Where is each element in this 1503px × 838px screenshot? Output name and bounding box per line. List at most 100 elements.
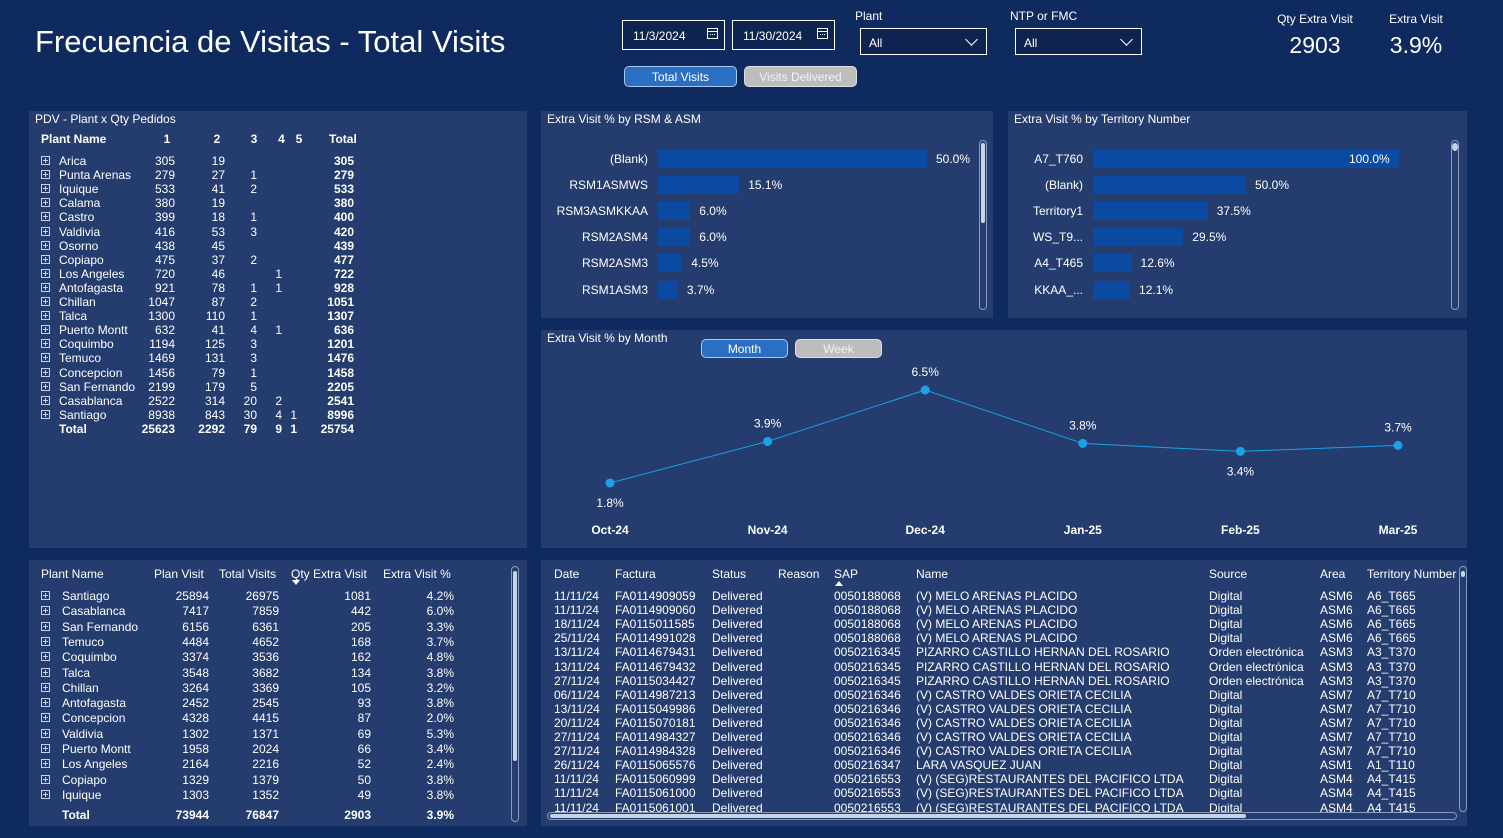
expand-icon[interactable] bbox=[41, 409, 50, 419]
table-row[interactable]: Concepcion 4328 4415 87 2.0% bbox=[29, 711, 499, 725]
expand-icon[interactable] bbox=[41, 170, 50, 180]
bar[interactable] bbox=[1093, 150, 1399, 168]
table-row[interactable]: Copiapo 475 37 2 477 bbox=[29, 253, 369, 267]
expand-icon[interactable] bbox=[41, 636, 50, 646]
table-row[interactable]: Talca 1300 110 1 1307 bbox=[29, 309, 369, 323]
column-header[interactable]: Plan Visit bbox=[154, 567, 204, 581]
column-header[interactable]: Total bbox=[329, 132, 357, 146]
scrollbar-thumb[interactable] bbox=[513, 571, 517, 761]
expand-icon[interactable] bbox=[41, 652, 50, 662]
column-header[interactable]: Status bbox=[712, 567, 747, 581]
visits-delivered-toggle[interactable]: Visits Delivered bbox=[744, 66, 857, 87]
table-row[interactable]: Coquimbo 3374 3536 162 4.8% bbox=[29, 650, 499, 664]
table-row[interactable]: Valdivia 416 53 3 420 bbox=[29, 225, 369, 239]
table-row[interactable]: Temuco 1469 131 3 1476 bbox=[29, 351, 369, 365]
expand-icon[interactable] bbox=[41, 621, 50, 631]
data-point[interactable] bbox=[1393, 440, 1403, 450]
table-row[interactable]: 27/11/24 FA0114984327 Delivered 0050216346 (… bbox=[541, 730, 1453, 744]
expand-icon[interactable] bbox=[41, 591, 50, 600]
table-row[interactable]: Osorno 438 45 439 bbox=[29, 239, 369, 253]
table-row[interactable]: Antofagasta 2452 2545 93 3.8% bbox=[29, 696, 499, 710]
table-row[interactable]: Castro 399 18 1 400 bbox=[29, 210, 369, 224]
column-header[interactable]: 2 bbox=[213, 132, 221, 146]
expand-icon[interactable] bbox=[41, 744, 50, 753]
table-row[interactable]: Iquique 533 41 2 533 bbox=[29, 182, 369, 196]
table-row[interactable]: 11/11/24 FA0115061001 Delivered 0050216553 (… bbox=[541, 801, 1453, 813]
territory-chart-scrollbar[interactable] bbox=[1451, 140, 1459, 310]
expand-icon[interactable] bbox=[41, 667, 50, 677]
expand-icon[interactable] bbox=[41, 698, 50, 708]
table-row[interactable]: Coquimbo 1194 125 3 1201 bbox=[29, 337, 369, 351]
expand-icon[interactable] bbox=[41, 198, 50, 208]
expand-icon[interactable] bbox=[41, 184, 50, 194]
table-row[interactable]: 18/11/24 FA0115011585 Delivered 0050188068 (… bbox=[541, 617, 1453, 631]
table-row[interactable]: Chillan 3264 3369 105 3.2% bbox=[29, 681, 499, 695]
sort-ascending-icon[interactable] bbox=[835, 581, 843, 586]
week-toggle[interactable]: Week bbox=[795, 339, 882, 358]
table-row[interactable]: Talca 3548 3682 134 3.8% bbox=[29, 666, 499, 680]
column-header[interactable]: Date bbox=[554, 567, 580, 581]
bar[interactable] bbox=[658, 202, 691, 221]
data-point[interactable] bbox=[605, 478, 615, 488]
column-header[interactable]: SAP bbox=[834, 567, 859, 581]
rsm-chart-scrollbar[interactable] bbox=[979, 140, 987, 310]
bar[interactable] bbox=[1093, 176, 1246, 195]
table-row[interactable]: Arica 305 19 305 bbox=[29, 154, 369, 168]
table-row[interactable]: 13/11/24 FA0114679432 Delivered 0050216345 P… bbox=[541, 660, 1453, 674]
data-point[interactable] bbox=[763, 436, 773, 446]
table-row[interactable]: 27/11/24 FA0115034427 Delivered 0050216345 P… bbox=[541, 674, 1453, 688]
expand-icon[interactable] bbox=[41, 774, 50, 784]
expand-icon[interactable] bbox=[41, 606, 50, 616]
data-point[interactable] bbox=[1235, 446, 1245, 456]
table-row[interactable]: Los Angeles 720 46 1 722 bbox=[29, 267, 369, 281]
scrollbar-thumb[interactable] bbox=[1452, 143, 1458, 151]
column-header[interactable]: Plant Name bbox=[41, 567, 104, 581]
table-row[interactable]: 11/11/24 FA0115061000 Delivered 0050216553 (… bbox=[541, 786, 1453, 800]
expand-icon[interactable] bbox=[41, 226, 50, 236]
column-header[interactable]: Reason bbox=[778, 567, 820, 581]
table-row[interactable]: 11/11/24 FA0114909060 Delivered 0050188068 (… bbox=[541, 603, 1453, 617]
expand-icon[interactable] bbox=[41, 254, 50, 264]
column-header[interactable]: 1 bbox=[163, 132, 171, 146]
expand-icon[interactable] bbox=[41, 367, 50, 377]
end-date-input[interactable]: 11/30/2024 bbox=[732, 20, 835, 50]
data-point[interactable] bbox=[920, 385, 930, 395]
calendar-icon[interactable] bbox=[707, 28, 718, 39]
bar[interactable] bbox=[1093, 280, 1131, 299]
table-row[interactable]: Calama 380 19 380 bbox=[29, 196, 369, 210]
total-visits-toggle[interactable]: Total Visits bbox=[624, 66, 737, 87]
start-date-input[interactable]: 11/3/2024 bbox=[622, 20, 725, 50]
column-header[interactable]: Factura bbox=[615, 567, 656, 581]
bar[interactable] bbox=[658, 228, 691, 247]
column-header[interactable]: Total Visits bbox=[219, 567, 277, 581]
table-row[interactable]: Chillan 1047 87 2 1051 bbox=[29, 295, 369, 309]
table-row[interactable]: 11/11/24 FA0114909059 Delivered 0050188068 (… bbox=[541, 589, 1453, 603]
expand-icon[interactable] bbox=[41, 789, 50, 799]
expand-icon[interactable] bbox=[41, 353, 50, 363]
expand-icon[interactable] bbox=[41, 311, 50, 321]
month-toggle[interactable]: Month bbox=[701, 339, 788, 358]
table-row[interactable]: 11/11/24 FA0115060999 Delivered 0050216553 (… bbox=[541, 772, 1453, 786]
table-row[interactable]: Santiago 25894 26975 1081 4.2% bbox=[29, 589, 499, 603]
column-header[interactable]: Area bbox=[1320, 567, 1346, 581]
bar[interactable] bbox=[658, 176, 740, 195]
table-row[interactable]: Temuco 4484 4652 168 3.7% bbox=[29, 635, 499, 649]
expand-icon[interactable] bbox=[41, 759, 50, 769]
table-row[interactable]: Concepcion 1456 79 1 1458 bbox=[29, 366, 369, 380]
expand-icon[interactable] bbox=[41, 682, 50, 692]
bar[interactable] bbox=[1093, 202, 1208, 221]
table-row[interactable]: Antofagasta 921 78 1 1 928 bbox=[29, 281, 369, 295]
table-row[interactable]: San Fernando 6156 6361 205 3.3% bbox=[29, 620, 499, 634]
table-row[interactable]: Casablanca 2522 314 20 2 2541 bbox=[29, 394, 369, 408]
table-row[interactable]: Puerto Montt 1958 2024 66 3.4% bbox=[29, 742, 499, 756]
table-row[interactable]: 27/11/24 FA0114984328 Delivered 0050216346 (… bbox=[541, 744, 1453, 758]
data-point[interactable] bbox=[1078, 438, 1088, 448]
bar[interactable] bbox=[658, 280, 678, 299]
calendar-icon[interactable] bbox=[817, 28, 828, 39]
expand-icon[interactable] bbox=[41, 339, 50, 349]
column-header[interactable]: 5 bbox=[295, 132, 303, 146]
scrollbar-thumb[interactable] bbox=[981, 143, 985, 223]
ntp-filter-select[interactable]: All bbox=[1015, 28, 1142, 55]
table-row[interactable]: 20/11/24 FA0115070181 Delivered 0050216346 (… bbox=[541, 716, 1453, 730]
expand-icon[interactable] bbox=[41, 395, 50, 405]
